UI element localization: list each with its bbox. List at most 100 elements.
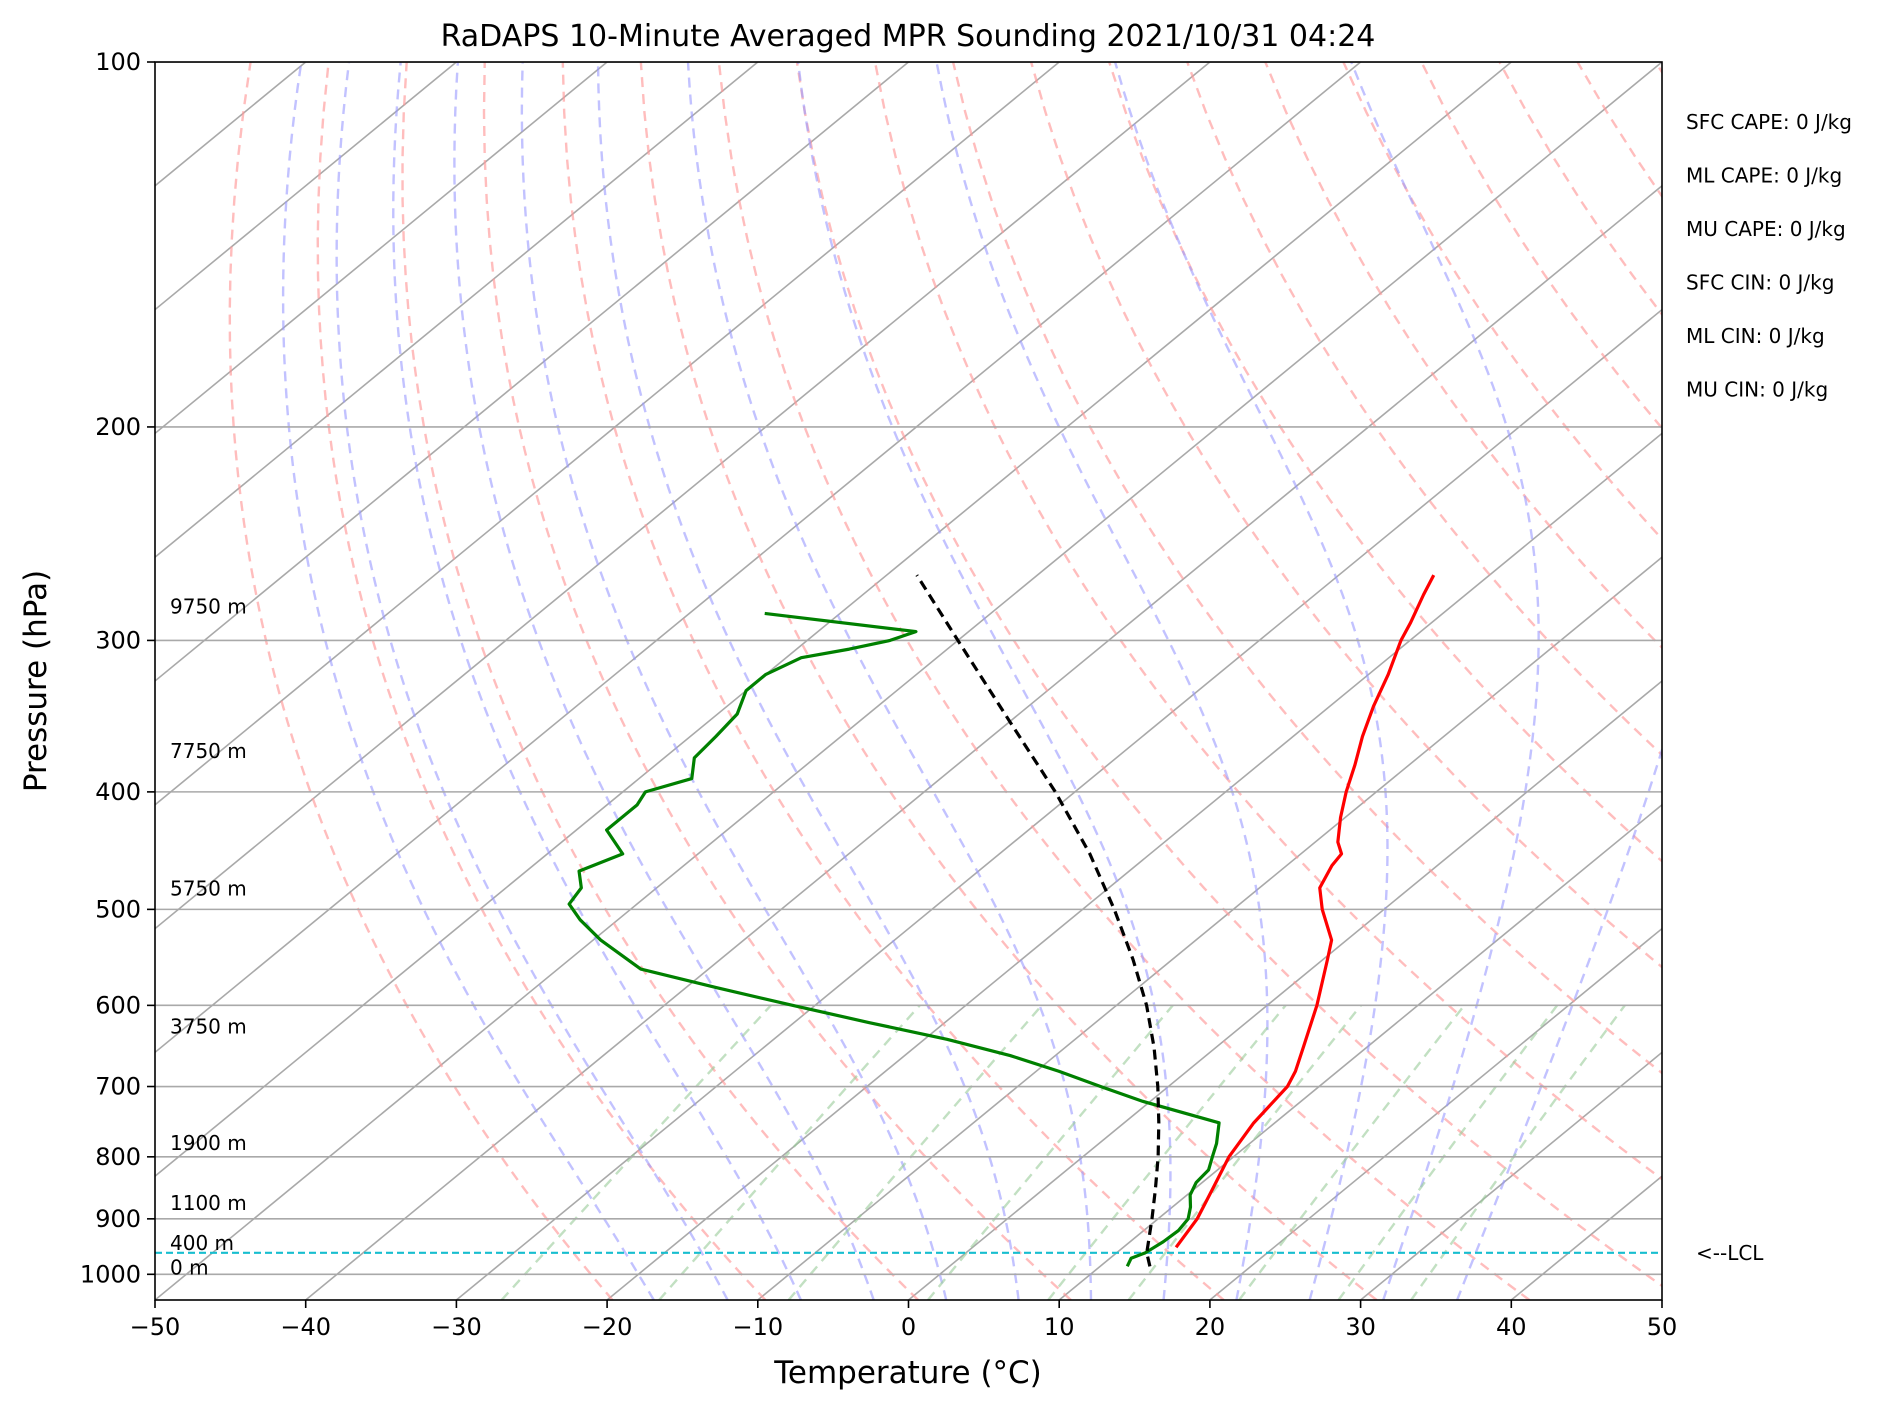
mixing-ratio-line (1047, 1004, 1287, 1300)
isotherm-line (155, 62, 1362, 1054)
height-label: 1900 m (170, 1131, 247, 1155)
chart-title: RaDAPS 10-Minute Averaged MPR Sounding 2… (441, 19, 1376, 54)
isotherm-line (155, 62, 1060, 806)
moist-adiabat-line (520, 62, 948, 1300)
isotherm-line (155, 62, 1662, 1300)
isotherm-line (305, 184, 1662, 1300)
dry-adiabat-line (873, 62, 1662, 1181)
mixing-ratio-line (1238, 1004, 1466, 1300)
moist-adiabat-line (392, 62, 802, 1300)
stability-indices: SFC CAPE: 0 J/kg ML CAPE: 0 J/kg MU CAPE: … (1686, 110, 1852, 402)
mixing-ratio-line (787, 1004, 1043, 1300)
isotherm-line (606, 432, 1662, 1300)
moist-adiabat-line (453, 62, 875, 1300)
mixing-ratio-line (658, 1004, 921, 1300)
stat-text: SFC CAPE: 0 J/kg (1686, 110, 1852, 134)
height-labels: 9750 m 7750 m 5750 m 3750 m 1900 m 1100 m 400 … (170, 594, 247, 1279)
isotherm-line (155, 62, 759, 559)
x-axis-ticks: −50 −40 −30 −20 −10 0 10 20 30 40 50 (130, 1300, 1678, 1341)
mixing-ratio-line (500, 1004, 772, 1300)
y-tick-label: 600 (95, 991, 141, 1019)
temperature-profile-line (1174, 574, 1436, 1249)
y-tick-label: 300 (95, 626, 141, 654)
y-tick-label: 500 (95, 895, 141, 923)
isotherm-line (1058, 803, 1662, 1300)
y-tick-label: 100 (95, 48, 141, 76)
dry-adiabat-line (316, 62, 767, 1300)
dry-adiabat-line (951, 62, 1662, 1075)
dry-adiabat-line (1029, 62, 1662, 969)
x-tick-label: 10 (1044, 1313, 1075, 1341)
y-tick-label: 1000 (80, 1260, 141, 1288)
y-axis-ticks: 100 200 300 400 500 600 700 800 900 1000 (80, 48, 155, 1288)
moist-adiabat-line (335, 62, 729, 1300)
x-tick-label: −20 (582, 1313, 633, 1341)
moist-adiabat-line (596, 62, 1020, 1300)
height-label: 1100 m (170, 1191, 247, 1215)
isotherm-line (155, 62, 608, 435)
lcl-label: <--LCL (1696, 1241, 1764, 1265)
moist-adiabat-line (796, 62, 1172, 1300)
dry-adiabat-line (1264, 62, 1662, 650)
isotherm-line (1360, 1051, 1662, 1300)
height-label: 9750 m (170, 594, 247, 618)
mixing-ratio-line (1127, 1004, 1362, 1300)
height-label: 5750 m (170, 876, 247, 900)
moist-adiabat-line (686, 62, 1093, 1300)
moist-adiabat-line (1350, 62, 1540, 1300)
stat-text: MU CIN: 0 J/kg (1686, 378, 1828, 402)
parcel-profile-line (915, 574, 1161, 1267)
isotherm-line (455, 308, 1662, 1300)
y-tick-label: 400 (95, 778, 141, 806)
mixing-ratio-line (1337, 1004, 1559, 1300)
moist-adiabat-line (281, 62, 655, 1300)
dry-adiabat-line (639, 62, 1378, 1300)
isotherm-line (757, 556, 1662, 1300)
dry-adiabat-line (795, 62, 1662, 1288)
isotherm-line (907, 679, 1662, 1300)
x-axis-label: Temperature (°C) (773, 1355, 1042, 1391)
y-tick-label: 900 (95, 1205, 141, 1233)
dry-adiabat-line (717, 62, 1531, 1300)
isotherm-line (155, 62, 1211, 930)
x-tick-label: 0 (901, 1313, 916, 1341)
dry-adiabat-line (1186, 62, 1662, 757)
x-tick-label: 40 (1496, 1313, 1527, 1341)
y-axis-label: Pressure (hPa) (18, 570, 54, 792)
pressure-gridlines (155, 62, 1662, 1276)
height-label: 0 m (170, 1255, 209, 1279)
stat-text: ML CIN: 0 J/kg (1686, 324, 1825, 348)
height-label: 400 m (170, 1231, 234, 1255)
x-tick-label: −50 (130, 1313, 181, 1341)
x-tick-label: 50 (1647, 1313, 1678, 1341)
y-tick-label: 200 (95, 413, 141, 441)
height-label: 7750 m (170, 739, 247, 763)
y-tick-label: 800 (95, 1143, 141, 1171)
dry-adiabat-line (561, 62, 1225, 1300)
background-lines (155, 62, 1662, 1300)
x-tick-label: −30 (431, 1313, 482, 1341)
dewpoint-profile-line (567, 611, 1221, 1268)
isotherm-line (155, 62, 910, 683)
stat-text: MU CAPE: 0 J/kg (1686, 217, 1846, 241)
x-tick-label: 20 (1195, 1313, 1226, 1341)
moist-adiabat-line (935, 62, 1269, 1300)
isotherm-line (1209, 927, 1662, 1300)
mixing-ratio-line (1410, 1004, 1626, 1300)
moist-adiabat-line (1113, 62, 1389, 1300)
x-tick-label: −10 (732, 1313, 783, 1341)
dry-adiabat-line (482, 62, 1072, 1300)
height-label: 3750 m (170, 1015, 247, 1039)
stat-text: SFC CIN: 0 J/kg (1686, 271, 1834, 295)
x-tick-label: 30 (1345, 1313, 1376, 1341)
x-tick-label: −40 (280, 1313, 331, 1341)
moist-adiabat-line (1456, 62, 1662, 1300)
dry-adiabat-line (228, 62, 614, 1300)
y-tick-label: 700 (95, 1073, 141, 1101)
dry-adiabat-line (401, 62, 919, 1300)
stat-text: ML CAPE: 0 J/kg (1686, 164, 1842, 188)
isotherm-line (155, 62, 457, 311)
sounding-profiles (155, 574, 1662, 1268)
